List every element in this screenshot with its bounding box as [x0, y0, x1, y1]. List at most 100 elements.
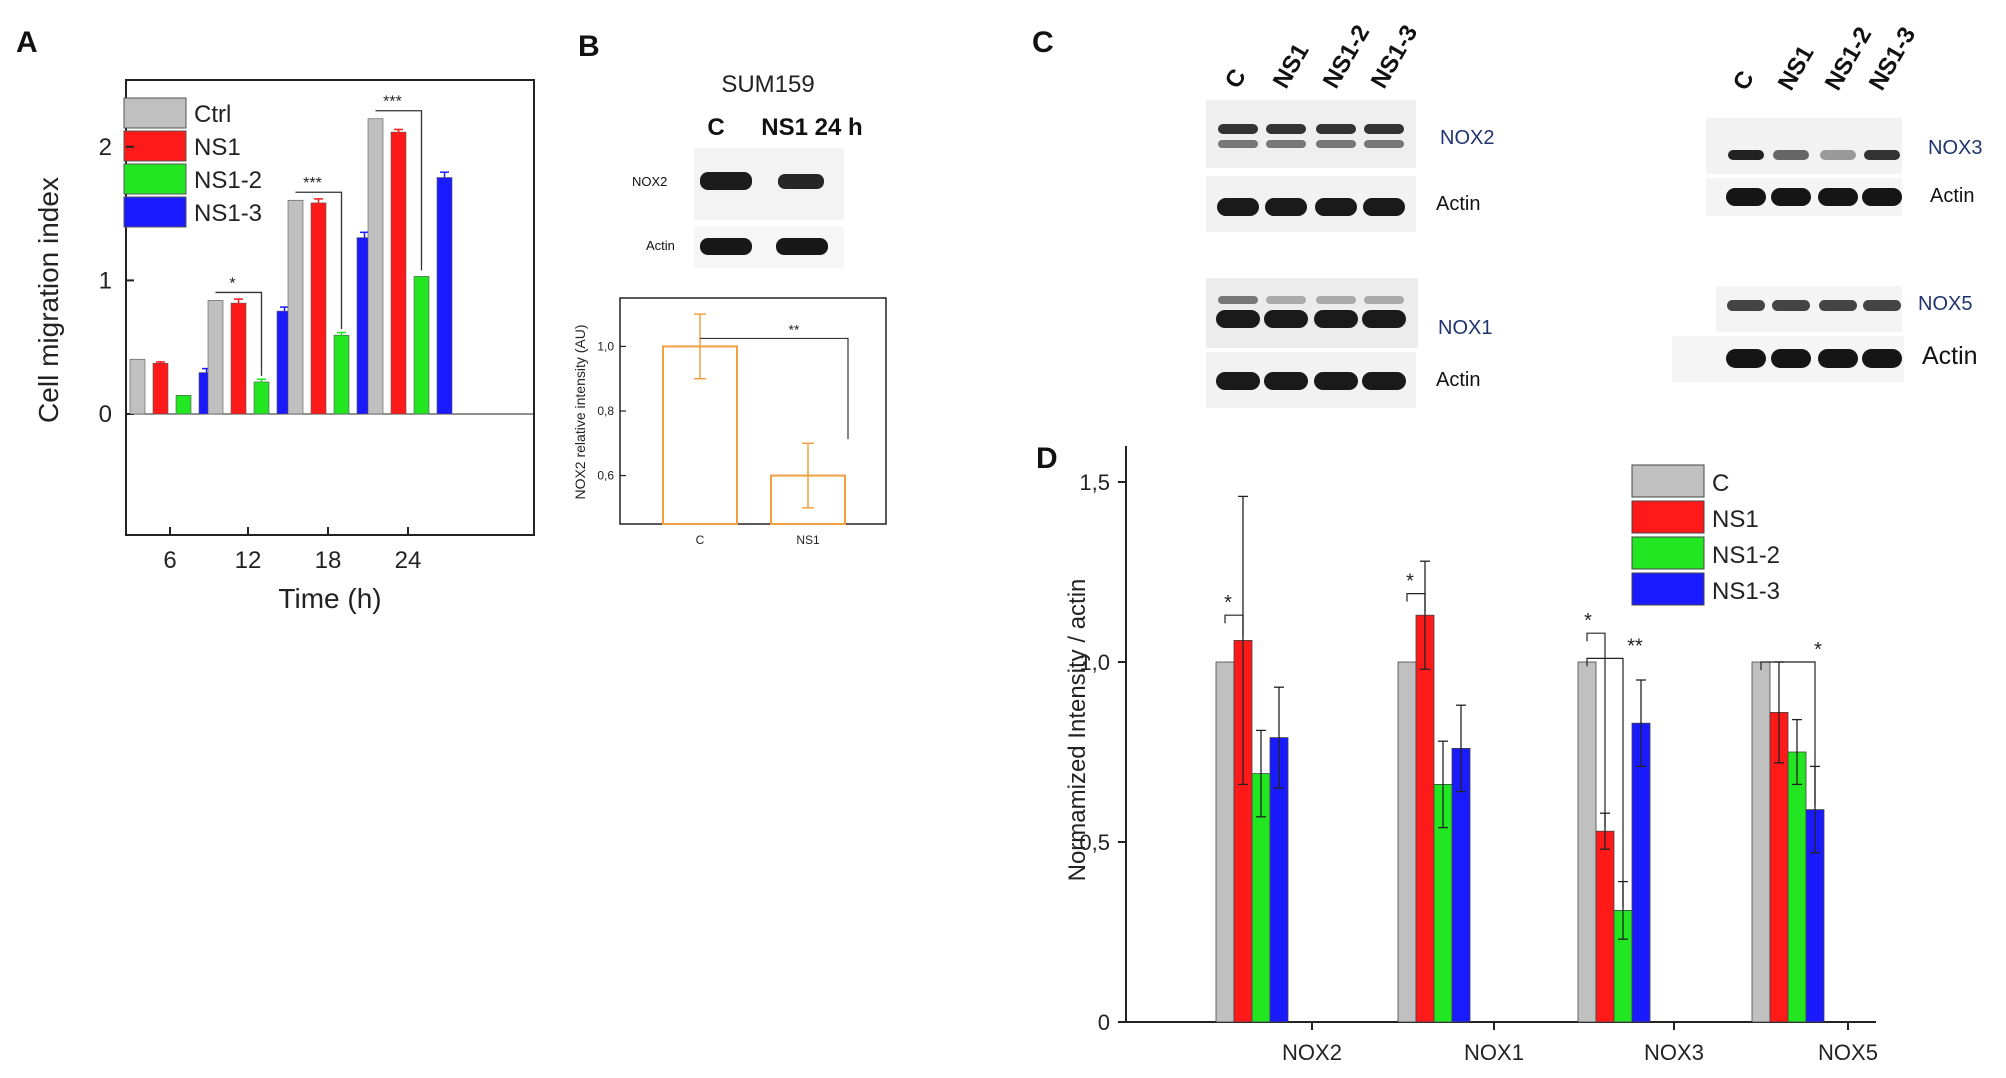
- chart-d-legend-swatch: [1631, 500, 1705, 534]
- chart-d-significance-label: **: [1627, 635, 1643, 657]
- blot-c-band: [1264, 372, 1308, 390]
- chart-a-bar-ctrl: [207, 300, 224, 415]
- chart-a-legend-label: NS1: [194, 134, 241, 161]
- panel-label-b: B: [578, 30, 600, 63]
- chart-b-significance-bracket: [700, 337, 849, 440]
- chart-d-xtick-label: NOX3: [1644, 1040, 1704, 1065]
- blot-b-actin-band-c: [700, 238, 752, 255]
- chart-a-legend-label: NS1-2: [194, 167, 262, 194]
- chart-d: Normamized Intensity / actin C NS1 NS1-2 NS…: [1064, 446, 1878, 1065]
- chart-d-ytick-label: 1,0: [1079, 650, 1110, 675]
- blot-c-band: [1728, 150, 1764, 160]
- chart-d-xtick-label: NOX1: [1464, 1040, 1524, 1065]
- chart-a-significance-label: ***: [383, 94, 402, 111]
- blot-c-band: [1363, 198, 1405, 216]
- chart-d-bar-c: [1397, 661, 1417, 1023]
- blot-c-band: [1364, 140, 1404, 148]
- blot-b-lane-c: C: [707, 114, 724, 141]
- chart-a-ytick-label: 1: [99, 267, 112, 294]
- chart-d-bar-c: [1215, 661, 1235, 1023]
- blot-c-label-actin: Actin: [1930, 185, 1974, 207]
- panel-label-d: D: [1036, 442, 1058, 475]
- chart-d-legend: C NS1 NS1-2 NS1-3: [1631, 464, 1780, 606]
- blot-c-band: [1864, 150, 1900, 160]
- chart-a-bar-ns1: [390, 131, 407, 415]
- blot-c-band: [1364, 296, 1404, 304]
- chart-d-legend-label: C: [1712, 470, 1729, 497]
- chart-a-significance-label: *: [229, 275, 235, 292]
- chart-a-bar-ns1-2: [175, 394, 192, 415]
- chart-a-significance-bracket: [215, 291, 263, 376]
- chart-d-legend-swatch: [1631, 464, 1705, 498]
- chart-d-significance-bracket: [1224, 614, 1244, 637]
- blot-b-nox2-band-c: [700, 172, 752, 190]
- blot-b-title: SUM159: [721, 71, 814, 98]
- chart-a-bar-ns1-2: [413, 276, 430, 415]
- chart-d-bar-ns1: [1595, 830, 1615, 1023]
- chart-b: NOX2 relative intensity (AU) 1,0 0,8 0,6 C N…: [572, 297, 887, 547]
- chart-d-significance-label: *: [1406, 571, 1414, 593]
- chart-b-ytick-label: 0,8: [597, 404, 614, 418]
- blot-b: SUM159 C NS1 24 h NOX2 Actin: [632, 71, 863, 268]
- blot-c-label-actin: Actin: [1922, 342, 1978, 370]
- chart-d-xtick-label: NOX5: [1818, 1040, 1878, 1065]
- blot-c-band: [1862, 349, 1902, 368]
- blot-c-band: [1316, 140, 1356, 148]
- blot-c-band: [1315, 198, 1357, 216]
- blot-c-band: [1726, 188, 1766, 206]
- blot-c-band: [1818, 188, 1858, 206]
- chart-d-xtick-label: NOX2: [1282, 1040, 1342, 1065]
- chart-a-significance-label: ***: [303, 175, 322, 192]
- chart-a-legend: Ctrl NS1 NS1-2 NS1-3: [123, 97, 262, 228]
- chart-d-bar-c: [1577, 661, 1597, 1023]
- chart-d-significance-label: *: [1224, 592, 1232, 614]
- blot-c-nox3-membrane: [1706, 118, 1902, 174]
- chart-a-bar-ns1-2: [253, 381, 270, 415]
- chart-a-ytick-label: 2: [99, 134, 112, 161]
- chart-b-ytick-label: 1,0: [597, 339, 614, 353]
- chart-b-xtick-label: C: [696, 533, 705, 547]
- chart-d-bar-ns1-2: [1787, 751, 1807, 1023]
- blot-c-band: [1362, 372, 1406, 390]
- chart-b-xtick-label: NS1: [796, 533, 820, 547]
- chart-a-legend-swatch: [123, 196, 187, 228]
- blot-b-nox2-band-ns1: [778, 174, 824, 189]
- blot-c-label-nox5: NOX5: [1918, 293, 1972, 315]
- chart-b-significance-label: **: [789, 321, 800, 337]
- blot-c-band: [1218, 124, 1258, 134]
- blot-c-band: [1862, 188, 1902, 206]
- chart-a-xtick-label: 18: [315, 547, 342, 574]
- blot-b-label-nox2: NOX2: [632, 174, 667, 189]
- chart-a-legend-label: NS1-3: [194, 200, 262, 227]
- chart-a-xtick-label: 6: [163, 547, 176, 574]
- chart-b-frame: [619, 297, 887, 525]
- chart-d-legend-label: NS1-2: [1712, 542, 1780, 569]
- chart-b-ytick-label: 0,6: [597, 469, 614, 483]
- chart-a-bar-ns1: [152, 362, 169, 415]
- blot-c-band: [1364, 124, 1404, 134]
- chart-a-bar-ctrl: [287, 199, 304, 415]
- blot-c-band: [1217, 198, 1259, 216]
- blot-c-band: [1771, 349, 1811, 368]
- blot-c-band: [1216, 372, 1260, 390]
- blot-b-actin-band-ns1: [776, 238, 828, 255]
- blot-c-band: [1216, 310, 1260, 328]
- chart-d-significance-label: *: [1584, 610, 1592, 632]
- blot-c-lane-label: NS1: [1773, 41, 1820, 95]
- blot-c-lane-label: NS1: [1268, 39, 1315, 93]
- chart-a-legend-label: Ctrl: [194, 101, 231, 128]
- blot-c-band: [1265, 198, 1307, 216]
- chart-d-significance-bracket: [1406, 592, 1426, 612]
- panel-label-c: C: [1032, 26, 1054, 59]
- chart-d-ytick-label: 1,5: [1079, 470, 1110, 495]
- blot-c-band: [1726, 349, 1766, 368]
- blot-c-band: [1218, 140, 1258, 148]
- blot-c-band: [1773, 150, 1809, 160]
- blot-c-band: [1820, 150, 1856, 160]
- blot-c-band: [1266, 296, 1306, 304]
- chart-d-ytick-label: 0: [1098, 1010, 1110, 1035]
- chart-d-significance-bracket: [1586, 632, 1606, 828]
- blot-c-label-nox3: NOX3: [1928, 137, 1982, 159]
- blot-b-label-actin: Actin: [646, 238, 675, 253]
- chart-a-bar-ns1: [310, 202, 327, 415]
